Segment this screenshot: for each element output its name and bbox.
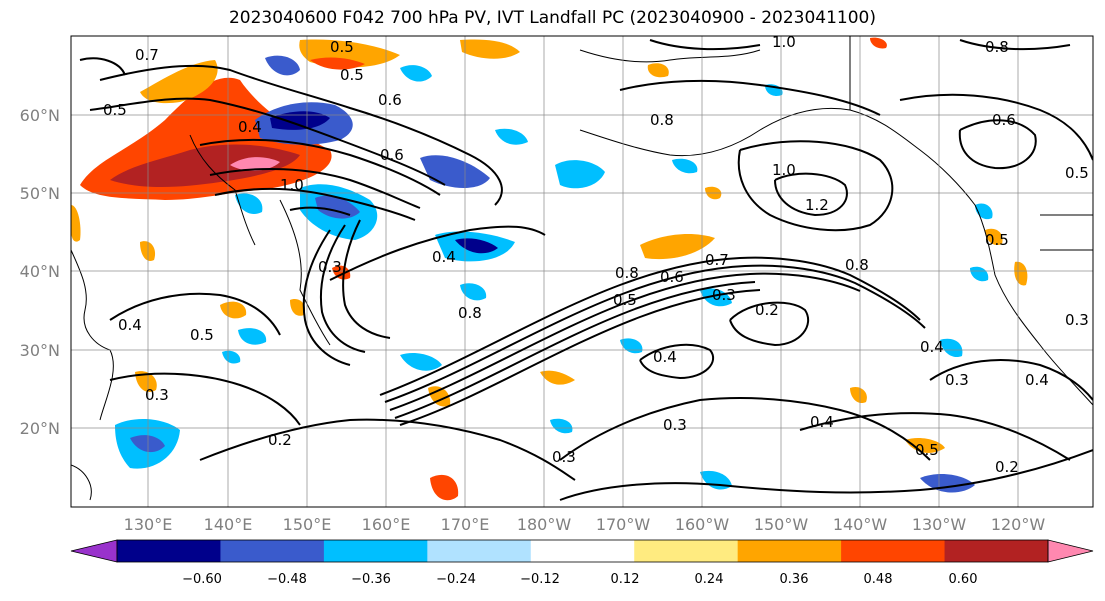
contour-label: 0.3 (145, 386, 169, 404)
lon-label: 130°E (124, 515, 173, 534)
contour-label: 0.4 (653, 348, 677, 366)
lon-label: 150°W (754, 515, 809, 534)
colorbar-segment (737, 540, 842, 562)
lon-label: 140°W (833, 515, 888, 534)
contour-label: 0.4 (432, 248, 456, 266)
lat-label: 40°N (20, 262, 60, 281)
lon-label: 170°E (441, 515, 490, 534)
colorbar-segment (427, 540, 532, 562)
colorbar-segment (323, 540, 428, 562)
lon-label: 170°W (596, 515, 651, 534)
latitude-labels: 60°N 50°N 40°N 30°N 20°N (20, 106, 60, 438)
lon-label: 180°W (517, 515, 572, 534)
lon-label: 140°E (204, 515, 253, 534)
contour-labels: 0.7 0.5 0.5 0.5 0.4 1.0 0.8 1.0 0.6 0.8 … (103, 33, 1089, 476)
lat-label: 60°N (20, 106, 60, 125)
lon-label: 150°E (283, 515, 332, 534)
colorbar-tick-label: 0.12 (611, 572, 640, 587)
contour-label: 0.3 (663, 416, 687, 434)
contour-label: 0.5 (340, 66, 364, 84)
colorbar-segment (220, 540, 325, 562)
contour-label: 0.8 (650, 111, 674, 129)
longitude-labels: 130°E 140°E 150°E 160°E 170°E 180°W 170°… (124, 515, 1046, 534)
contour-label: 0.5 (613, 291, 637, 309)
lon-label: 120°W (991, 515, 1046, 534)
contour-label: 0.4 (118, 316, 142, 334)
colorbar-segment (944, 540, 1049, 562)
map-frame (70, 35, 1094, 508)
contour-label: 0.5 (103, 101, 127, 119)
colorbar-tick-label: −0.12 (520, 572, 560, 587)
colorbar-ticks: −0.60 −0.48 −0.36 −0.24 −0.12 0.12 0.24 … (182, 572, 977, 587)
lat-label: 50°N (20, 184, 60, 203)
contour-label: 0.7 (135, 46, 159, 64)
contour-label: 0.5 (330, 38, 354, 56)
contour-label: 0.5 (1065, 164, 1089, 182)
contour-label: 0.8 (615, 264, 639, 282)
lat-label: 20°N (20, 419, 60, 438)
contour-label: 0.2 (995, 458, 1019, 476)
colorbar-tick-label: −0.48 (267, 572, 307, 587)
colorbar-tick-label: −0.36 (351, 572, 391, 587)
colorbar-tick-label: −0.60 (182, 572, 222, 587)
colorbar-segment (841, 540, 946, 562)
colorbar-tick-label: −0.24 (436, 572, 476, 587)
colorbar-segment (117, 540, 221, 562)
contour-label: 0.2 (755, 301, 779, 319)
contour-label: 0.6 (378, 91, 402, 109)
contour-label: 0.3 (318, 258, 342, 276)
colorbar-extend-low (70, 539, 118, 563)
contour-label: 0.6 (992, 111, 1016, 129)
contour-label: 0.6 (380, 146, 404, 164)
contour-label: 1.0 (772, 161, 796, 179)
colorbar (70, 539, 1094, 563)
contour-label: 0.5 (190, 326, 214, 344)
contour-label: 0.5 (985, 231, 1009, 249)
colorbar-tick-label: 0.48 (864, 572, 893, 587)
contour-label: 1.0 (280, 176, 304, 194)
contour-label: 0.3 (552, 448, 576, 466)
contour-label: 0.8 (458, 304, 482, 322)
colorbar-segment (634, 540, 739, 562)
colorbar-extend-high (1047, 539, 1094, 563)
gridlines (71, 36, 1093, 507)
contour-label: 0.4 (238, 118, 262, 136)
contour-label: 0.7 (705, 251, 729, 269)
lat-label: 30°N (20, 341, 60, 360)
colorbar-tick-label: 0.24 (695, 572, 724, 587)
contour-label: 0.3 (712, 286, 736, 304)
contour-label: 0.8 (845, 256, 869, 274)
lon-label: 160°W (675, 515, 730, 534)
contour-label: 0.3 (945, 371, 969, 389)
lon-label: 160°E (362, 515, 411, 534)
contour-label: 0.8 (985, 38, 1009, 56)
contour-label: 0.4 (1025, 371, 1049, 389)
map-title: 2023040600 F042 700 hPa PV, IVT Landfall… (228, 8, 876, 28)
contour-label: 0.6 (660, 268, 684, 286)
colorbar-segment (530, 540, 635, 562)
ivt-contours (79, 39, 1093, 501)
colorbar-frame (116, 539, 1049, 563)
colorbar-tick-label: 0.60 (949, 572, 978, 587)
contour-label: 0.5 (915, 441, 939, 459)
lon-label: 130°W (912, 515, 967, 534)
contour-label: 0.3 (1065, 311, 1089, 329)
contour-label: 1.0 (772, 33, 796, 51)
contour-label: 1.2 (805, 196, 829, 214)
contour-label: 0.4 (920, 338, 944, 356)
contour-label: 0.4 (810, 413, 834, 431)
coastlines (71, 36, 1093, 501)
colorbar-tick-label: 0.36 (780, 572, 809, 587)
contour-label: 0.2 (268, 431, 292, 449)
